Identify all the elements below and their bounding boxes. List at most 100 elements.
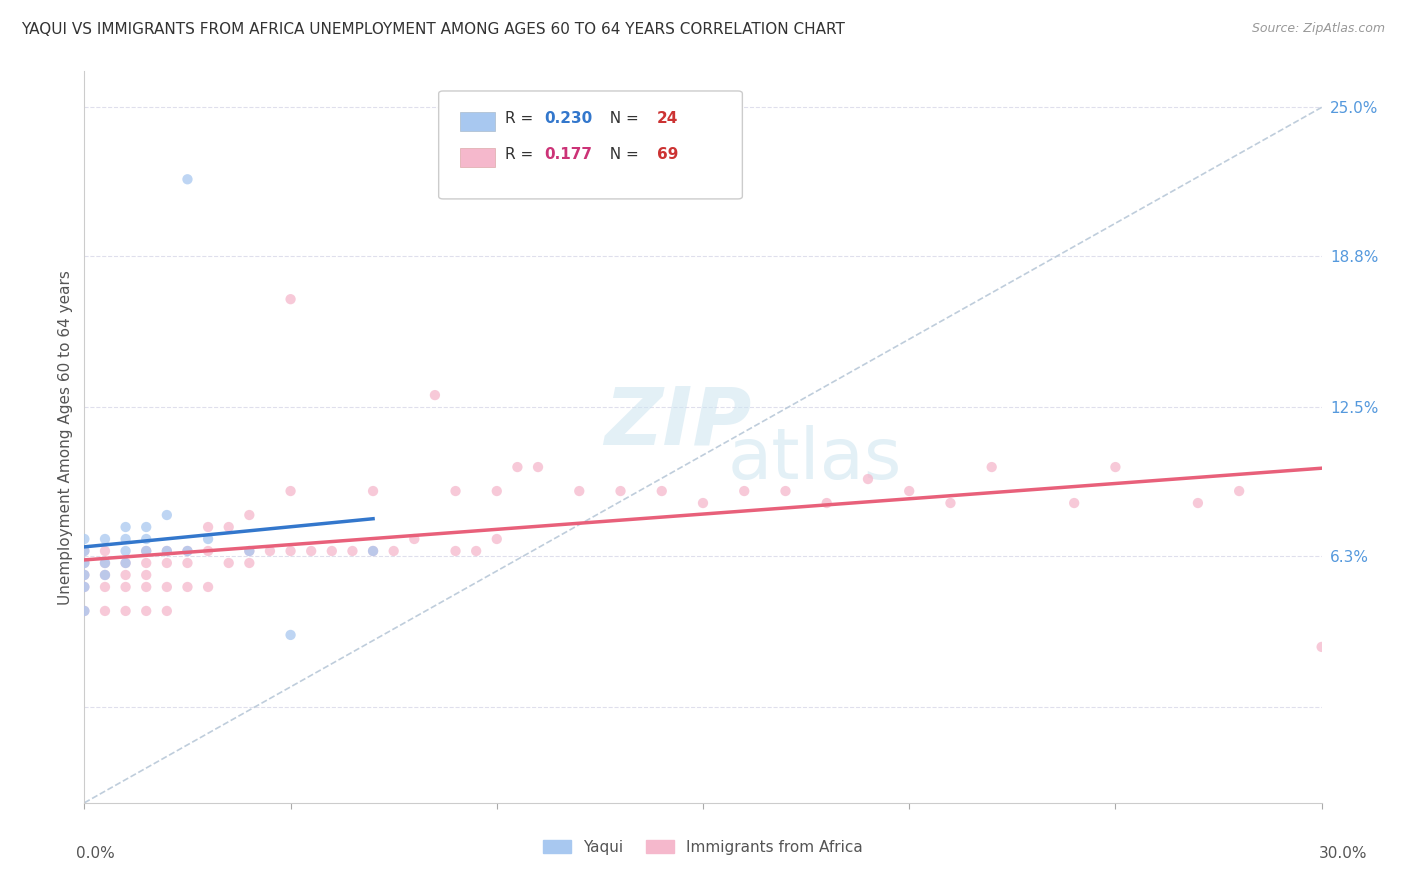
- Point: [135, 580, 157, 594]
- Point: [1187, 496, 1209, 510]
- Point: [73, 556, 96, 570]
- Point: [135, 556, 157, 570]
- Point: [568, 483, 591, 498]
- Point: [238, 508, 260, 522]
- Point: [135, 568, 157, 582]
- Y-axis label: Unemployment Among Ages 60 to 64 years: Unemployment Among Ages 60 to 64 years: [58, 269, 73, 605]
- Point: [423, 388, 446, 402]
- Text: atlas: atlas: [728, 425, 903, 493]
- Point: [465, 544, 488, 558]
- Point: [73, 580, 96, 594]
- Point: [485, 483, 508, 498]
- Point: [444, 483, 467, 498]
- Point: [156, 580, 179, 594]
- Point: [280, 628, 302, 642]
- Point: [156, 508, 179, 522]
- Point: [1227, 483, 1250, 498]
- Point: [651, 483, 673, 498]
- Point: [259, 544, 281, 558]
- Point: [197, 544, 219, 558]
- Point: [156, 604, 179, 618]
- Point: [299, 544, 322, 558]
- Point: [94, 556, 117, 570]
- Point: [609, 483, 631, 498]
- Point: [73, 580, 96, 594]
- Point: [197, 532, 219, 546]
- Point: [361, 544, 384, 558]
- Point: [135, 544, 157, 558]
- Text: N =: N =: [600, 147, 644, 161]
- Point: [485, 532, 508, 546]
- Point: [114, 604, 136, 618]
- Point: [94, 580, 117, 594]
- Point: [280, 544, 302, 558]
- Text: 0.0%: 0.0%: [76, 846, 115, 861]
- Point: [361, 544, 384, 558]
- Point: [114, 580, 136, 594]
- Point: [775, 483, 797, 498]
- Point: [527, 460, 550, 475]
- Text: R =: R =: [505, 147, 543, 161]
- Point: [135, 520, 157, 534]
- Point: [73, 556, 96, 570]
- Point: [73, 544, 96, 558]
- Point: [280, 292, 302, 306]
- Text: R =: R =: [505, 112, 538, 126]
- Point: [94, 544, 117, 558]
- Point: [114, 544, 136, 558]
- Point: [114, 556, 136, 570]
- Point: [135, 604, 157, 618]
- Point: [94, 568, 117, 582]
- Point: [176, 544, 198, 558]
- Point: [506, 460, 529, 475]
- Point: [176, 580, 198, 594]
- Text: ZIP: ZIP: [605, 384, 751, 461]
- Point: [156, 556, 179, 570]
- Point: [342, 544, 364, 558]
- Point: [1310, 640, 1333, 654]
- Point: [176, 172, 198, 186]
- Point: [692, 496, 714, 510]
- Point: [94, 556, 117, 570]
- Text: YAQUI VS IMMIGRANTS FROM AFRICA UNEMPLOYMENT AMONG AGES 60 TO 64 YEARS CORRELATI: YAQUI VS IMMIGRANTS FROM AFRICA UNEMPLOY…: [21, 22, 845, 37]
- Point: [321, 544, 343, 558]
- Point: [404, 532, 426, 546]
- Text: 30.0%: 30.0%: [1319, 846, 1367, 861]
- Point: [238, 556, 260, 570]
- Point: [218, 520, 240, 534]
- Point: [238, 544, 260, 558]
- Legend: Yaqui, Immigrants from Africa: Yaqui, Immigrants from Africa: [537, 834, 869, 861]
- Point: [218, 556, 240, 570]
- Text: 0.230: 0.230: [544, 112, 592, 126]
- Point: [73, 532, 96, 546]
- Point: [135, 544, 157, 558]
- Point: [73, 604, 96, 618]
- Point: [980, 460, 1002, 475]
- Point: [156, 544, 179, 558]
- Point: [939, 496, 962, 510]
- Point: [856, 472, 879, 486]
- Text: 0.177: 0.177: [544, 147, 592, 161]
- Point: [114, 520, 136, 534]
- Point: [114, 556, 136, 570]
- Point: [135, 532, 157, 546]
- Point: [815, 496, 838, 510]
- Point: [197, 520, 219, 534]
- Point: [280, 483, 302, 498]
- Point: [156, 544, 179, 558]
- Text: Source: ZipAtlas.com: Source: ZipAtlas.com: [1251, 22, 1385, 36]
- Point: [73, 604, 96, 618]
- Point: [361, 483, 384, 498]
- Point: [94, 568, 117, 582]
- Point: [197, 580, 219, 594]
- Point: [73, 568, 96, 582]
- Point: [114, 532, 136, 546]
- Point: [238, 544, 260, 558]
- Point: [176, 544, 198, 558]
- Point: [94, 604, 117, 618]
- Point: [1063, 496, 1085, 510]
- Text: 69: 69: [657, 147, 678, 161]
- Text: 24: 24: [657, 112, 678, 126]
- Point: [73, 544, 96, 558]
- Point: [733, 483, 755, 498]
